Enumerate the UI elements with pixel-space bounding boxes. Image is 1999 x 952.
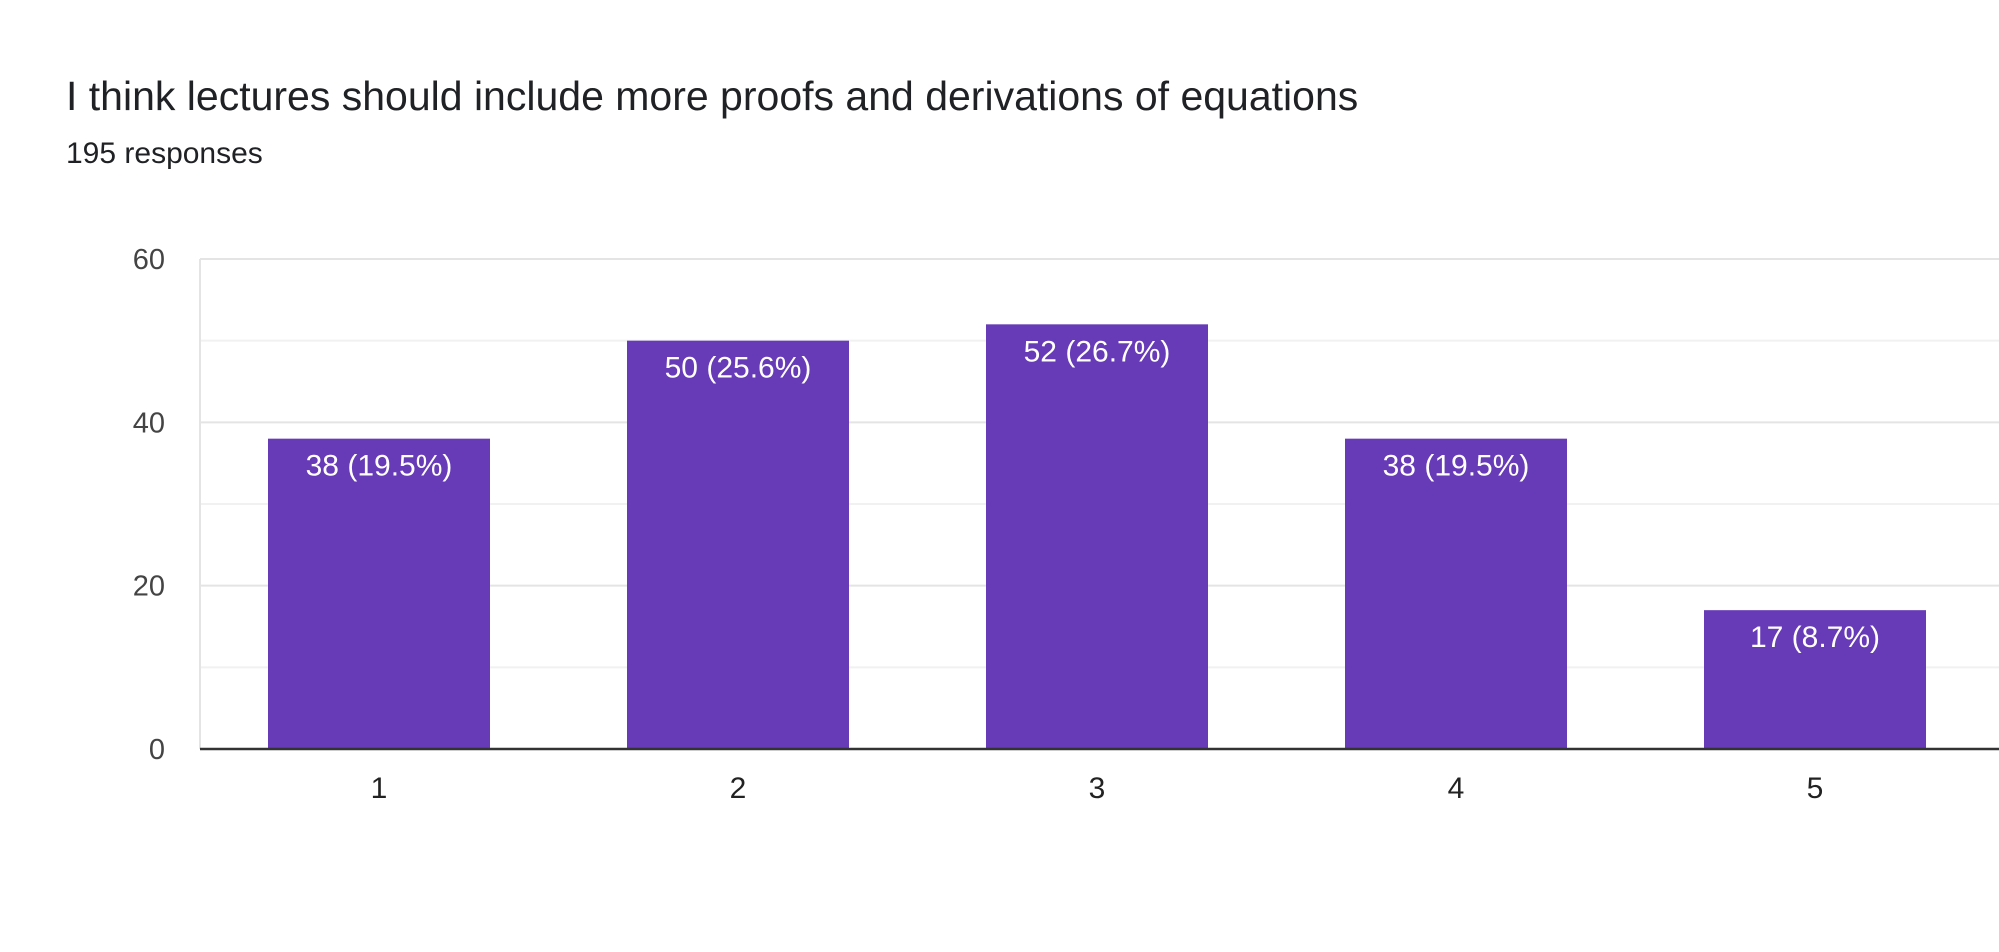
- bar: [1704, 610, 1926, 749]
- chart-title: I think lectures should include more pro…: [66, 73, 1359, 119]
- y-tick-label: 0: [149, 734, 165, 766]
- bar: [627, 340, 849, 749]
- bar-data-label: 38 (19.5%): [306, 450, 453, 483]
- bar: [986, 324, 1208, 749]
- labels: 0 20 40 60 38 (19.5%) 1 50 (25.6%) 2 52 (26.7%) 3…: [133, 244, 1880, 805]
- y-tick-label: 40: [133, 407, 165, 439]
- bar-data-label: 17 (8.7%): [1750, 621, 1880, 654]
- bars: [268, 324, 1926, 749]
- x-tick-label: 5: [1807, 772, 1824, 805]
- axes: [199, 259, 1999, 751]
- bar: [268, 438, 490, 749]
- y-tick-label: 20: [133, 571, 165, 603]
- x-tick-label: 1: [371, 772, 388, 805]
- x-tick-label: 4: [1448, 772, 1465, 805]
- bar-data-label: 38 (19.5%): [1383, 450, 1530, 483]
- y-tick-label: 60: [133, 244, 165, 276]
- bar: [1345, 438, 1567, 749]
- x-tick-label: 3: [1089, 772, 1106, 805]
- x-tick-label: 2: [730, 772, 747, 805]
- bar-data-label: 52 (26.7%): [1024, 335, 1171, 368]
- response-count: 195 responses: [66, 137, 263, 170]
- bar-data-label: 50 (25.6%): [665, 352, 812, 385]
